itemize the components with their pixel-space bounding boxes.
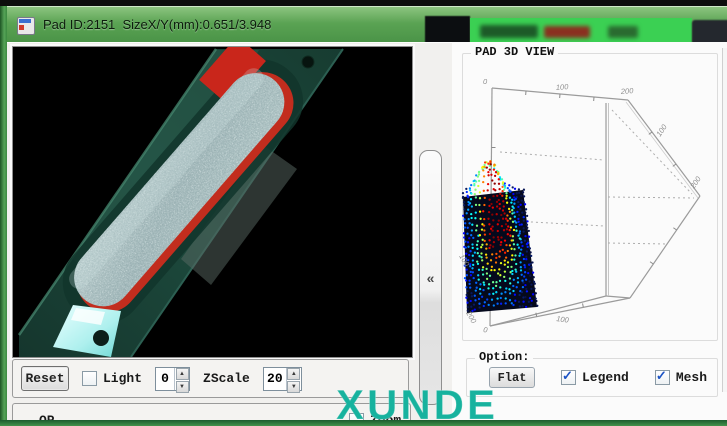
chevron-left-double-icon: «	[426, 269, 435, 286]
light-intensity-spinner[interactable]: 0 ▲ ▼	[155, 366, 191, 393]
svg-text:200: 200	[688, 174, 704, 191]
spinner-down-icon[interactable]: ▼	[287, 381, 301, 393]
option-groupbox: Option: Flat Legend Mesh	[466, 350, 718, 397]
app-icon	[17, 17, 35, 35]
cyan-pad	[53, 305, 121, 357]
pad-image-panel[interactable]	[10, 44, 415, 360]
svg-text:0: 0	[483, 325, 489, 335]
legend-checkbox[interactable]: Legend	[561, 368, 629, 385]
zscale-label: ZScale	[203, 371, 250, 386]
spinner-up-icon[interactable]: ▲	[287, 368, 301, 380]
svg-text:0: 0	[483, 77, 488, 86]
light-intensity-value[interactable]: 0	[161, 371, 169, 386]
svg-text:100: 100	[654, 122, 669, 138]
watermark: XUNDE	[335, 381, 499, 426]
window-bottom-border	[0, 420, 727, 426]
window-title: Pad ID:2151 SizeX/Y(mm):0.651/3.948	[43, 17, 272, 32]
window-left-border	[0, 6, 7, 426]
viewer-controls: Reset Light 0 ▲ ▼ ZScale 20 ▲ ▼	[12, 359, 409, 398]
light-checkbox-box[interactable]	[82, 371, 97, 386]
svg-text:100: 100	[556, 314, 570, 325]
adjacent-panel-fragment	[722, 48, 727, 392]
pad-shadow	[181, 145, 297, 285]
strip-hole	[301, 55, 315, 69]
glass-reflection-green	[470, 18, 692, 43]
option-title: Option:	[475, 350, 534, 364]
legend-checkbox-label: Legend	[582, 370, 629, 385]
glass-reflection-window	[692, 20, 727, 43]
light-checkbox-label: Light	[103, 371, 143, 386]
spinner-down-icon[interactable]: ▼	[175, 381, 189, 393]
desktop-top-strip	[0, 0, 727, 6]
svg-text:200: 200	[620, 86, 635, 96]
pad-region	[62, 47, 304, 324]
app-icon-red-dot	[19, 25, 24, 30]
collapse-panel-button[interactable]: «	[419, 150, 442, 405]
light-checkbox[interactable]: Light	[82, 371, 142, 386]
flat-button[interactable]: Flat	[489, 367, 535, 388]
spinner-up-icon[interactable]: ▲	[175, 368, 189, 380]
zscale-value[interactable]: 20	[267, 371, 283, 386]
mesh-checkbox-label: Mesh	[675, 370, 708, 385]
mesh-checkbox-box[interactable]	[654, 368, 670, 385]
window-titlebar[interactable]: Pad ID:2151 SizeX/Y(mm):0.651/3.948	[7, 6, 727, 43]
pad-photo-image	[13, 47, 412, 357]
reset-button[interactable]: Reset	[21, 366, 69, 391]
glass-blur-blob	[480, 25, 538, 38]
mesh-checkbox[interactable]: Mesh	[654, 368, 708, 385]
svg-text:100: 100	[556, 82, 570, 92]
app-icon-titlebar-stripe	[19, 19, 31, 23]
legend-checkbox-box[interactable]	[561, 368, 576, 385]
pad-red-patch	[199, 47, 266, 105]
glass-blur-blob	[544, 26, 590, 38]
glass-reflection-dark	[425, 16, 470, 43]
pad-3d-view-title: PAD 3D VIEW	[471, 45, 559, 59]
zscale-spinner[interactable]: 20 ▲ ▼	[262, 366, 302, 393]
glass-blur-blob	[608, 26, 638, 38]
